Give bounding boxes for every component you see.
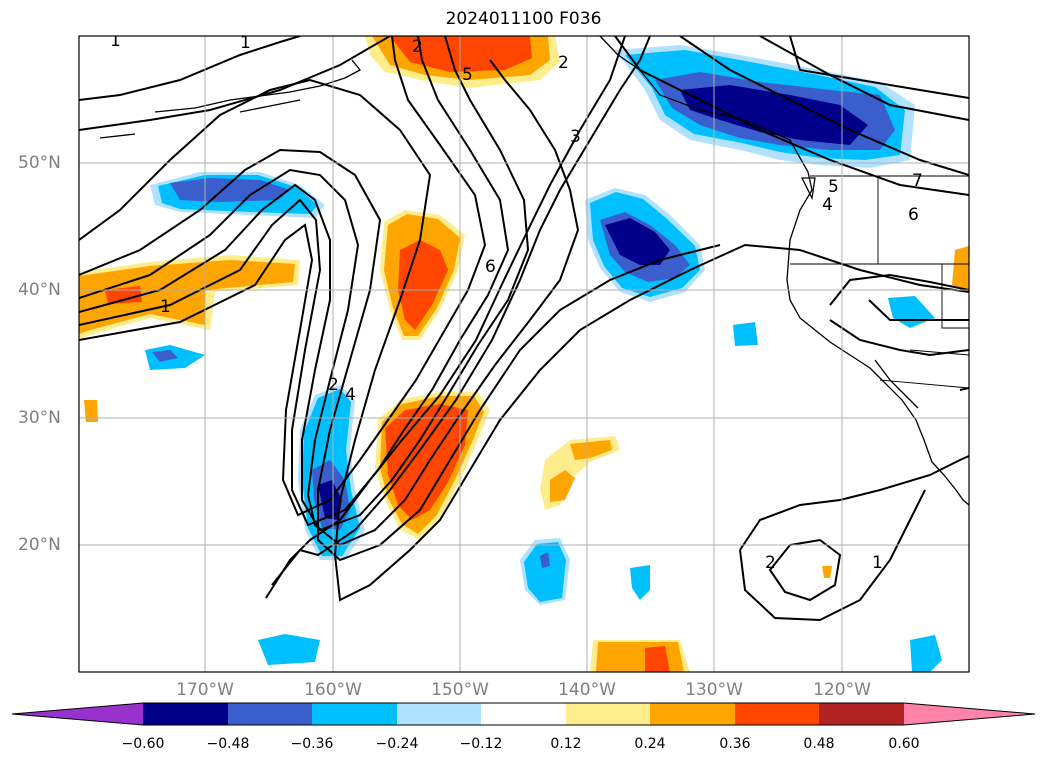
contour-label: 7 bbox=[912, 171, 923, 191]
colorbar-tick-label: 0.12 bbox=[550, 736, 582, 752]
colorbar-swatch bbox=[312, 703, 397, 725]
contour-label: 5 bbox=[828, 177, 839, 197]
lat-label: 50°N bbox=[18, 153, 61, 173]
lon-label: 120°W bbox=[813, 680, 871, 700]
colorbar-outline bbox=[11, 702, 1036, 726]
colorbar-swatch bbox=[397, 703, 481, 725]
colorbar-tick-label: 0.48 bbox=[803, 736, 835, 752]
colorbar-swatch bbox=[735, 703, 819, 725]
contour-label: 2 bbox=[765, 553, 776, 573]
colorbar-tick-label: −0.24 bbox=[375, 736, 419, 752]
colorbar-tick-label: −0.48 bbox=[206, 736, 250, 752]
colorbar-swatch bbox=[819, 703, 904, 725]
colorbar-swatch bbox=[566, 703, 650, 725]
colorbar-extend-low bbox=[12, 703, 143, 725]
colorbar-swatch bbox=[143, 703, 228, 725]
colorbar-extend-high bbox=[904, 703, 1035, 725]
lon-label: 130°W bbox=[685, 680, 743, 700]
lon-label: 140°W bbox=[558, 680, 616, 700]
contour-label: 1 bbox=[240, 33, 251, 53]
graticule bbox=[79, 36, 969, 672]
colorbar-swatch bbox=[228, 703, 312, 725]
lon-label: 170°W bbox=[176, 680, 234, 700]
contour-labels: 1 1 2 5 2 3 6 2 4 5 4 7 6 2 1 1 bbox=[110, 31, 923, 573]
colorbar-tick-label: −0.60 bbox=[121, 736, 165, 752]
contour-label: 6 bbox=[908, 205, 919, 225]
lat-label: 40°N bbox=[18, 280, 61, 300]
contour-label: 4 bbox=[822, 195, 833, 215]
contour-label: 1 bbox=[872, 553, 883, 573]
contour-label: 5 bbox=[462, 65, 473, 85]
height-contours bbox=[79, 36, 969, 622]
colorbar-tick-label: 0.36 bbox=[719, 736, 751, 752]
lon-label: 160°W bbox=[304, 680, 362, 700]
coastlines bbox=[99, 36, 969, 506]
colorbar-swatch bbox=[650, 703, 735, 725]
colorbar-tick-label: −0.36 bbox=[290, 736, 334, 752]
colorbar bbox=[11, 702, 1036, 726]
contour-label: 2 bbox=[412, 37, 423, 57]
colorbar-tick-label: −0.12 bbox=[459, 736, 503, 752]
map-title: 2024011100 F036 bbox=[445, 9, 602, 29]
contour-label: 4 bbox=[345, 385, 356, 405]
contour-label: 6 bbox=[485, 257, 496, 277]
contour-label: 3 bbox=[570, 127, 581, 147]
contour-label: 2 bbox=[328, 375, 339, 395]
lat-label: 20°N bbox=[18, 535, 61, 555]
lat-label: 30°N bbox=[18, 408, 61, 428]
lon-label: 150°W bbox=[431, 680, 489, 700]
plot-frame bbox=[78, 35, 970, 673]
colorbar-swatch bbox=[481, 703, 566, 725]
contour-label: 1 bbox=[160, 297, 171, 317]
contour-label: 1 bbox=[110, 31, 121, 51]
colorbar-tick-label: 0.24 bbox=[634, 736, 666, 752]
contour-label: 2 bbox=[558, 53, 569, 73]
colorbar-tick-label: 0.60 bbox=[888, 736, 920, 752]
